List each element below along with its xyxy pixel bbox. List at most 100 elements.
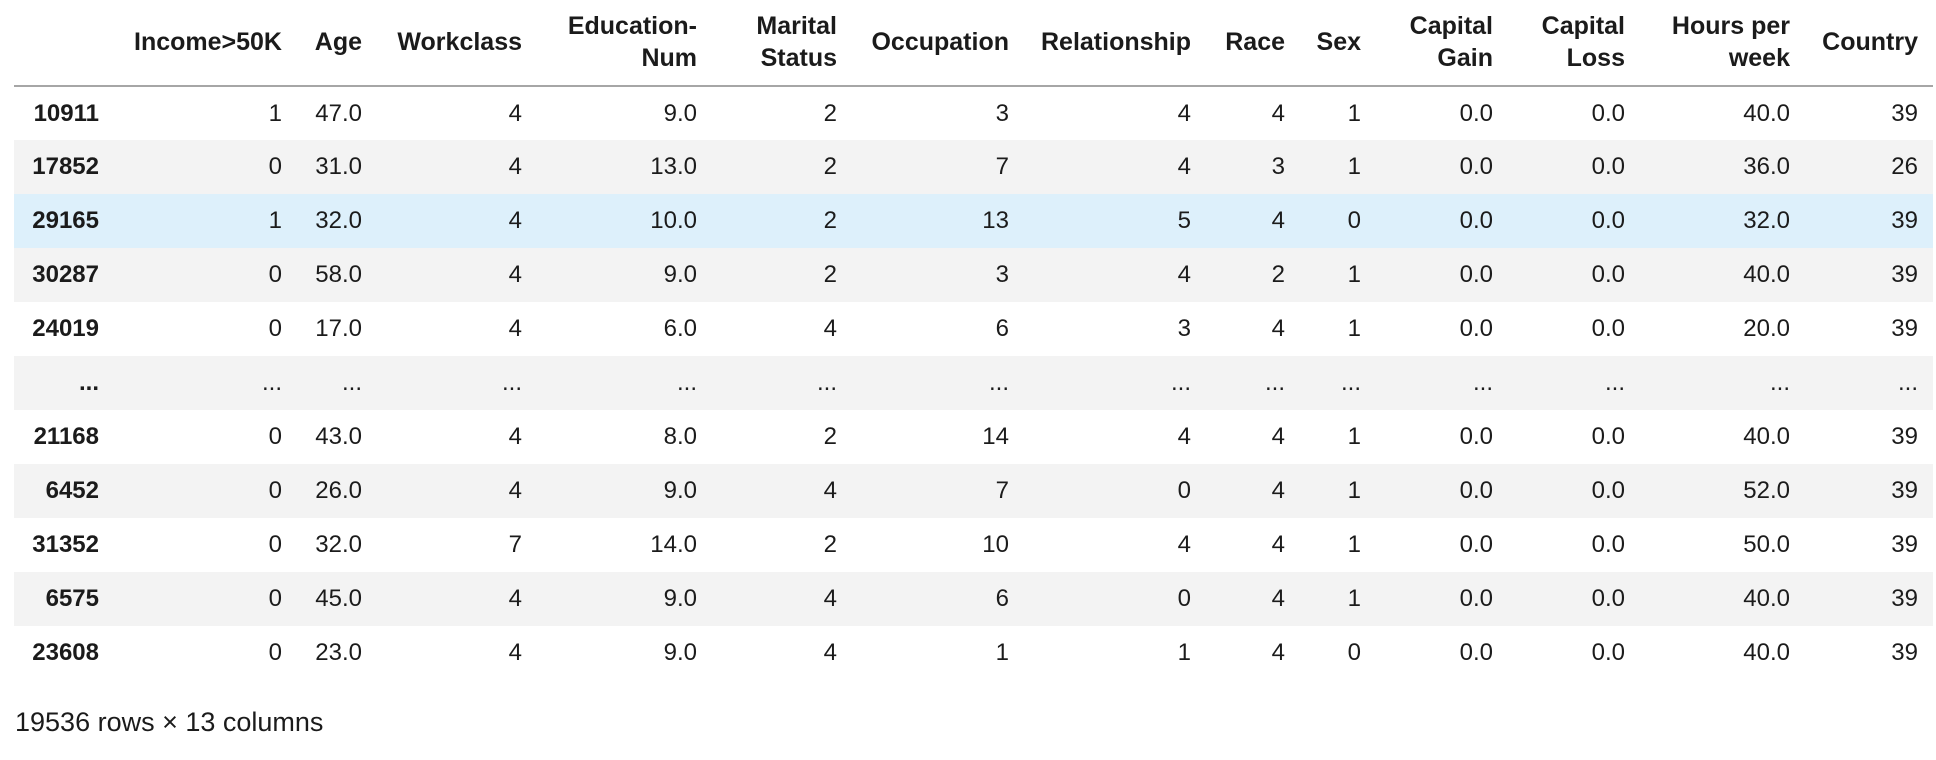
cell: 7 xyxy=(995,153,1009,180)
cell: 50.0 xyxy=(1743,531,1790,558)
cell: 52.0 xyxy=(1743,477,1790,504)
cell: 0 xyxy=(268,477,282,504)
table-row[interactable]: 21168 0 43.0 4 8.0 2 14 4 4 1 0.0 0.0 40.0 39 xyxy=(14,410,1933,464)
cell: 23.0 xyxy=(315,639,362,666)
cell: 9.0 xyxy=(663,99,697,127)
cell: 0.0 xyxy=(1459,153,1493,180)
cell: ... xyxy=(341,369,362,396)
cell: ... xyxy=(261,369,282,396)
header-row: Income>50K Age Workclass Education-Num Marit… xyxy=(14,0,1933,87)
table-row[interactable]: 6575 0 45.0 4 9.0 4 6 0 4 1 0.0 0.0 40.0 39 xyxy=(14,572,1933,626)
dataframe-output: Income>50K Age Workclass Education-Num Marit… xyxy=(14,0,1936,680)
cell: 0.0 xyxy=(1591,477,1625,504)
cell: 4 xyxy=(508,639,522,666)
cell: 1 xyxy=(268,99,282,127)
cell: 4 xyxy=(823,639,837,666)
table-row[interactable]: 30287 0 58.0 4 9.0 2 3 4 2 1 0.0 0.0 40.0 39 xyxy=(14,248,1933,302)
dataframe-table: Income>50K Age Workclass Education-Num Marit… xyxy=(14,0,1933,680)
table-row[interactable]: 17852 0 31.0 4 13.0 2 7 4 3 1 0.0 0.0 36.0 26 xyxy=(14,140,1933,194)
cell: 40.0 xyxy=(1743,99,1790,127)
cell: 1 xyxy=(1347,261,1361,288)
cell: 4 xyxy=(1271,99,1285,127)
row-count-summary: 19536 rows × 13 columns xyxy=(15,707,324,737)
cell: 40.0 xyxy=(1743,423,1790,450)
cell: 0 xyxy=(1347,639,1361,666)
cell: 1 xyxy=(1177,639,1191,666)
cell: 2 xyxy=(823,261,837,288)
cell: 0 xyxy=(268,153,282,180)
column-header: Country xyxy=(1805,0,1933,87)
cell: 0.0 xyxy=(1591,585,1625,612)
cell: 0.0 xyxy=(1459,477,1493,504)
cell: 32.0 xyxy=(1743,207,1790,234)
cell: 0.0 xyxy=(1591,423,1625,450)
cell: 4 xyxy=(1271,585,1285,612)
cell: 47.0 xyxy=(315,99,362,127)
table-row[interactable]: 24019 0 17.0 4 6.0 4 6 3 4 1 0.0 0.0 20.0 39 xyxy=(14,302,1933,356)
cell: 4 xyxy=(1177,261,1191,288)
cell: 6.0 xyxy=(663,315,697,342)
table-row[interactable]: 10911 1 47.0 4 9.0 2 3 4 4 1 0.0 0.0 40.0 39 xyxy=(14,86,1933,140)
cell: 7 xyxy=(508,531,522,558)
row-index: 6575 xyxy=(45,585,99,612)
cell: 4 xyxy=(1177,423,1191,450)
cell: 1 xyxy=(1347,423,1361,450)
cell: 4 xyxy=(1177,531,1191,558)
cell: ... xyxy=(1604,369,1625,396)
cell: 0.0 xyxy=(1459,207,1493,234)
table-row[interactable]: 6452 0 26.0 4 9.0 4 7 0 4 1 0.0 0.0 52.0 39 xyxy=(14,464,1933,518)
cell: 0.0 xyxy=(1459,315,1493,342)
cell: 10.0 xyxy=(650,207,697,234)
cell: 26.0 xyxy=(315,477,362,504)
cell: 4 xyxy=(1271,531,1285,558)
cell: 4 xyxy=(508,585,522,612)
cell: 13.0 xyxy=(650,153,697,180)
cell: 40.0 xyxy=(1743,261,1790,288)
cell: 4 xyxy=(1177,153,1191,180)
cell: 31.0 xyxy=(315,153,362,180)
cell: 0.0 xyxy=(1459,639,1493,666)
row-index: 17852 xyxy=(32,153,99,180)
cell: 4 xyxy=(1271,477,1285,504)
cell: 14.0 xyxy=(650,531,697,558)
table-row[interactable]: 31352 0 32.0 7 14.0 2 10 4 4 1 0.0 0.0 50.0 39 xyxy=(14,518,1933,572)
highlighted-table-row[interactable]: 29165 1 32.0 4 10.0 2 13 5 4 0 0.0 0.0 32.0 39 xyxy=(14,194,1933,248)
cell: 0 xyxy=(1177,477,1191,504)
cell: ... xyxy=(816,369,837,396)
column-header: Relationship xyxy=(1024,0,1206,87)
cell: 45.0 xyxy=(315,585,362,612)
cell: ... xyxy=(988,369,1009,396)
cell: 0.0 xyxy=(1459,423,1493,450)
column-header: Sex xyxy=(1300,0,1376,87)
row-index: ... xyxy=(78,369,99,396)
row-index: 29165 xyxy=(32,207,99,234)
cell: ... xyxy=(676,369,697,396)
table-row[interactable]: 23608 0 23.0 4 9.0 4 1 1 4 0 0.0 0.0 40.0 39 xyxy=(14,626,1933,680)
cell: 0 xyxy=(1347,207,1361,234)
cell: 39 xyxy=(1891,585,1918,612)
cell: 40.0 xyxy=(1743,639,1790,666)
cell: 0.0 xyxy=(1591,531,1625,558)
column-header: Race xyxy=(1206,0,1300,87)
cell: 14 xyxy=(982,423,1009,450)
column-header: Capital Loss xyxy=(1508,0,1640,87)
cell: 4 xyxy=(1177,99,1191,127)
cell: 39 xyxy=(1891,315,1918,342)
cell: 7 xyxy=(995,477,1009,504)
cell: 3 xyxy=(1177,315,1191,342)
cell: 26 xyxy=(1891,153,1918,180)
cell: 0.0 xyxy=(1591,153,1625,180)
ellipsis-row[interactable]: ........................................… xyxy=(14,356,1933,410)
cell: 17.0 xyxy=(315,315,362,342)
cell: 6 xyxy=(995,315,1009,342)
cell: 1 xyxy=(995,639,1009,666)
cell: ... xyxy=(1472,369,1493,396)
cell: 3 xyxy=(995,261,1009,288)
cell: 13 xyxy=(982,207,1009,234)
cell: 4 xyxy=(508,315,522,342)
cell: 1 xyxy=(1347,315,1361,342)
cell: 39 xyxy=(1891,99,1918,127)
cell: 9.0 xyxy=(663,477,697,504)
cell: 9.0 xyxy=(663,585,697,612)
cell: 4 xyxy=(508,477,522,504)
